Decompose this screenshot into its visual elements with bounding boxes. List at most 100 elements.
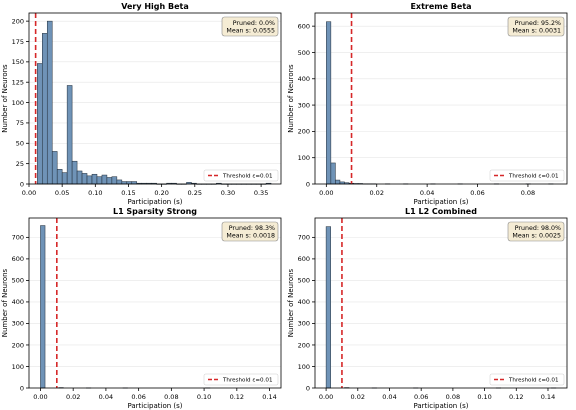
x-tick-label: 0.00 bbox=[33, 393, 47, 401]
y-axis-label: Number of Neurons bbox=[287, 64, 295, 133]
chart-title: L1 Sparsity Strong bbox=[113, 207, 197, 216]
stats-annotation-box bbox=[507, 221, 565, 242]
y-tick-label: 150 bbox=[12, 58, 24, 66]
x-axis-label: Participation (s) bbox=[413, 198, 468, 206]
chart-panel-4: 0.00 0.02 0.04 0.06 0.08 0.10 0.12 0.14 0 100 200 3… bbox=[287, 207, 568, 410]
x-tick-label: 0.14 bbox=[262, 393, 276, 401]
x-tick-label: 0.02 bbox=[369, 189, 383, 197]
histogram-bar bbox=[326, 21, 332, 185]
histogram-bar bbox=[42, 33, 48, 185]
histogram-bar bbox=[71, 160, 78, 185]
y-tick-label: 100 bbox=[298, 154, 310, 162]
y-tick-label: 175 bbox=[12, 38, 24, 46]
x-tick-label: 0.00 bbox=[319, 189, 333, 197]
x-tick-label: 0.04 bbox=[99, 393, 113, 401]
histogram-bar bbox=[86, 175, 93, 185]
x-tick-label: 0.00 bbox=[22, 189, 36, 197]
x-tick-label: 0.06 bbox=[414, 393, 428, 401]
y-tick-label: 125 bbox=[12, 79, 24, 87]
y-tick-label: 200 bbox=[12, 17, 24, 25]
x-axis-label: Participation (s) bbox=[127, 402, 182, 410]
histogram-bar bbox=[111, 176, 118, 185]
x-tick-label: 0.06 bbox=[131, 393, 145, 401]
legend-label: Threshold ε=0.01 bbox=[508, 378, 559, 384]
histogram-bar bbox=[46, 20, 53, 185]
histogram-bar bbox=[66, 85, 73, 185]
y-tick-label: 700 bbox=[12, 234, 24, 242]
stats-annotation-line: Pruned: 98.0% bbox=[515, 225, 561, 232]
y-tick-label: 600 bbox=[298, 22, 310, 30]
x-tick-label: 0.02 bbox=[351, 393, 365, 401]
y-tick-label: 0 bbox=[306, 180, 310, 188]
chart-panel-2: 0.00 0.02 0.04 0.06 0.08 0 100 200 300 400 500 600 E… bbox=[287, 2, 568, 206]
legend-box bbox=[203, 169, 279, 182]
histogram-bar bbox=[325, 226, 331, 389]
y-tick-label: 200 bbox=[298, 341, 310, 349]
y-tick-label: 600 bbox=[298, 255, 310, 263]
x-tick-label: 0.12 bbox=[230, 393, 244, 401]
legend-box bbox=[489, 169, 565, 182]
histogram-bar bbox=[106, 177, 113, 185]
legend-box bbox=[203, 373, 279, 386]
x-tick-label: 0.10 bbox=[88, 189, 102, 197]
x-tick-label: 0.14 bbox=[541, 393, 555, 401]
x-tick-label: 0.08 bbox=[446, 393, 460, 401]
y-tick-label: 500 bbox=[298, 277, 310, 285]
histogram-bar bbox=[101, 174, 108, 185]
y-tick-label: 100 bbox=[12, 99, 24, 107]
histogram-bar bbox=[76, 170, 83, 185]
y-tick-label: 700 bbox=[298, 234, 310, 242]
y-tick-label: 300 bbox=[298, 320, 310, 328]
chart-panel-3: 0.00 0.02 0.04 0.06 0.08 0.10 0.12 0.14 0 100 200 3… bbox=[1, 207, 282, 410]
x-tick-label: 0.35 bbox=[254, 189, 268, 197]
stats-annotation-box bbox=[507, 16, 565, 37]
x-tick-label: 0.10 bbox=[197, 393, 211, 401]
x-tick-label: 0.08 bbox=[521, 189, 535, 197]
y-tick-label: 200 bbox=[298, 128, 310, 136]
y-tick-label: 500 bbox=[12, 277, 24, 285]
stats-annotation-line: Pruned: 98.3% bbox=[229, 225, 275, 232]
axes-frame bbox=[314, 12, 568, 185]
histogram-bar bbox=[40, 225, 46, 389]
legend-label: Threshold ε=0.01 bbox=[222, 174, 273, 180]
y-tick-label: 0 bbox=[306, 384, 310, 392]
y-axis-label: Number of Neurons bbox=[287, 268, 295, 337]
stats-annotation-box bbox=[221, 221, 279, 242]
y-tick-label: 100 bbox=[298, 363, 310, 371]
y-tick-label: 400 bbox=[298, 75, 310, 83]
x-tick-label: 0.04 bbox=[382, 393, 396, 401]
legend-box bbox=[489, 373, 565, 386]
legend-label: Threshold ε=0.01 bbox=[222, 378, 273, 384]
axes-frame bbox=[28, 12, 282, 185]
y-tick-label: 0 bbox=[20, 384, 24, 392]
x-tick-label: 0.06 bbox=[470, 189, 484, 197]
x-tick-label: 0.15 bbox=[121, 189, 135, 197]
histogram-bar bbox=[56, 169, 63, 185]
x-tick-label: 0.25 bbox=[188, 189, 202, 197]
histogram-bar bbox=[91, 173, 98, 185]
y-tick-label: 200 bbox=[12, 341, 24, 349]
y-tick-label: 300 bbox=[12, 320, 24, 328]
stats-annotation-line: Mean s: 0.0555 bbox=[226, 28, 275, 35]
x-tick-label: 0.20 bbox=[154, 189, 168, 197]
stats-annotation-box bbox=[221, 16, 279, 37]
x-tick-label: 0.10 bbox=[477, 393, 491, 401]
x-tick-label: 0.30 bbox=[221, 189, 235, 197]
histogram-bar bbox=[335, 179, 341, 185]
y-tick-label: 600 bbox=[12, 255, 24, 263]
histogram-bar bbox=[81, 173, 88, 185]
y-axis-label: Number of Neurons bbox=[1, 64, 9, 133]
y-tick-label: 100 bbox=[12, 363, 24, 371]
chart-title: Very High Beta bbox=[121, 2, 189, 11]
x-tick-label: 0.12 bbox=[509, 393, 523, 401]
stats-annotation-line: Mean s: 0.0025 bbox=[512, 233, 561, 240]
y-tick-label: 300 bbox=[298, 101, 310, 109]
stats-annotation-line: Pruned: 0.0% bbox=[233, 20, 275, 27]
axes-frame bbox=[314, 217, 568, 389]
x-tick-label: 0.05 bbox=[55, 189, 69, 197]
x-axis-label: Participation (s) bbox=[127, 198, 182, 206]
histogram-bar bbox=[51, 151, 58, 185]
y-tick-label: 75 bbox=[16, 119, 24, 127]
x-axis-label: Participation (s) bbox=[413, 402, 468, 410]
